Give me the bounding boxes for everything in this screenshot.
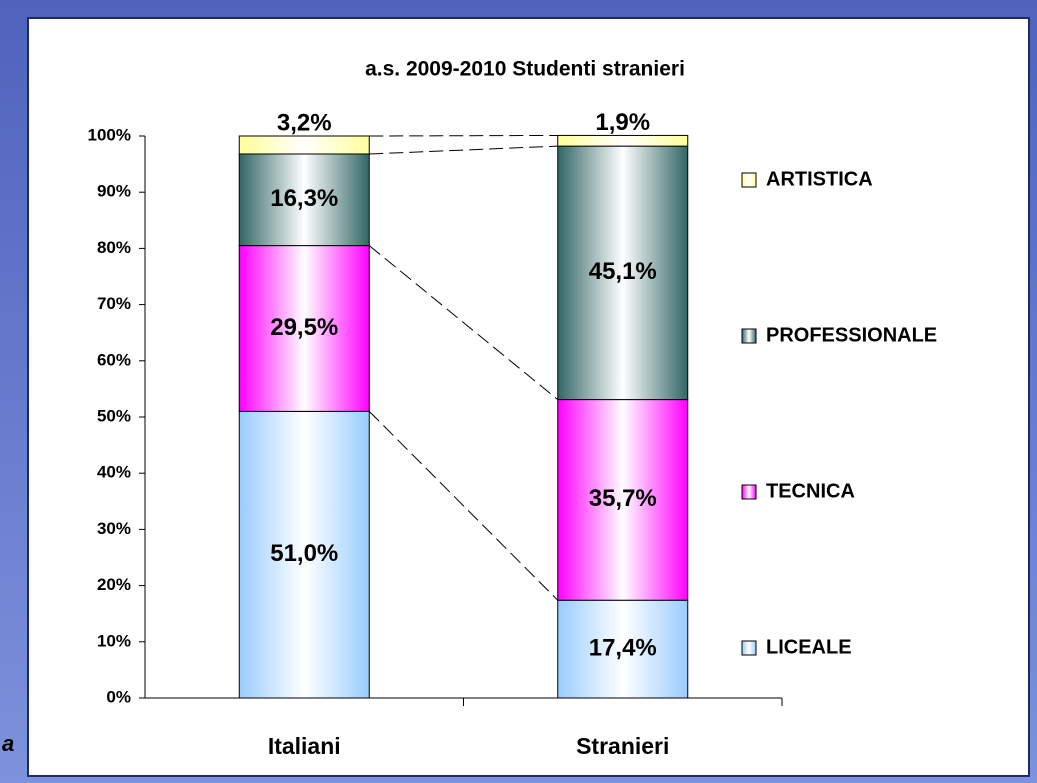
legend-label: ARTISTICA — [766, 168, 873, 190]
data-label: 16,3% — [270, 185, 338, 212]
data-label: 1,9% — [595, 109, 650, 136]
data-label: 35,7% — [589, 485, 657, 512]
bar-segment — [557, 145, 689, 401]
y-tick-label: 10% — [97, 631, 131, 650]
legend-label: LICEALE — [766, 636, 852, 658]
chart-title: a.s. 2009-2010 Studenti stranieri — [365, 58, 685, 81]
series-line — [369, 134, 558, 137]
y-tick-label: 20% — [97, 575, 131, 594]
legend-label: PROFESSIONALE — [766, 324, 937, 346]
x-tick-label: Italiani — [268, 733, 341, 759]
y-tick-label: 0% — [106, 687, 131, 706]
y-tick-label: 100% — [88, 125, 131, 144]
legend-label: TECNICA — [766, 480, 855, 502]
legend-swatch — [741, 172, 757, 188]
y-tick-label: 90% — [97, 182, 131, 201]
y-tick-label: 40% — [97, 463, 131, 482]
bar-segment — [557, 599, 689, 699]
data-label: 51,0% — [270, 540, 338, 567]
y-tick-label: 50% — [97, 406, 131, 425]
side-text: a — [2, 731, 14, 756]
bar-segment — [238, 135, 370, 155]
legend-swatch — [741, 640, 757, 656]
data-label: 29,5% — [270, 314, 338, 341]
bar-segment — [557, 134, 689, 147]
series-line — [369, 145, 558, 155]
series-line — [368, 411, 559, 601]
y-tick-label: 80% — [97, 238, 131, 257]
legend-swatch — [741, 328, 757, 344]
data-label: 3,2% — [277, 109, 332, 136]
legend-swatch — [741, 484, 757, 500]
y-tick-label: 60% — [97, 350, 131, 369]
y-tick-label: 70% — [97, 294, 131, 313]
x-tick-label: Stranieri — [576, 733, 669, 759]
bar-segment — [557, 399, 689, 601]
y-tick-label: 30% — [97, 519, 131, 538]
series-line — [368, 245, 559, 400]
chart-area — [27, 17, 1030, 777]
data-label: 17,4% — [589, 634, 657, 661]
data-label: 45,1% — [589, 258, 657, 285]
